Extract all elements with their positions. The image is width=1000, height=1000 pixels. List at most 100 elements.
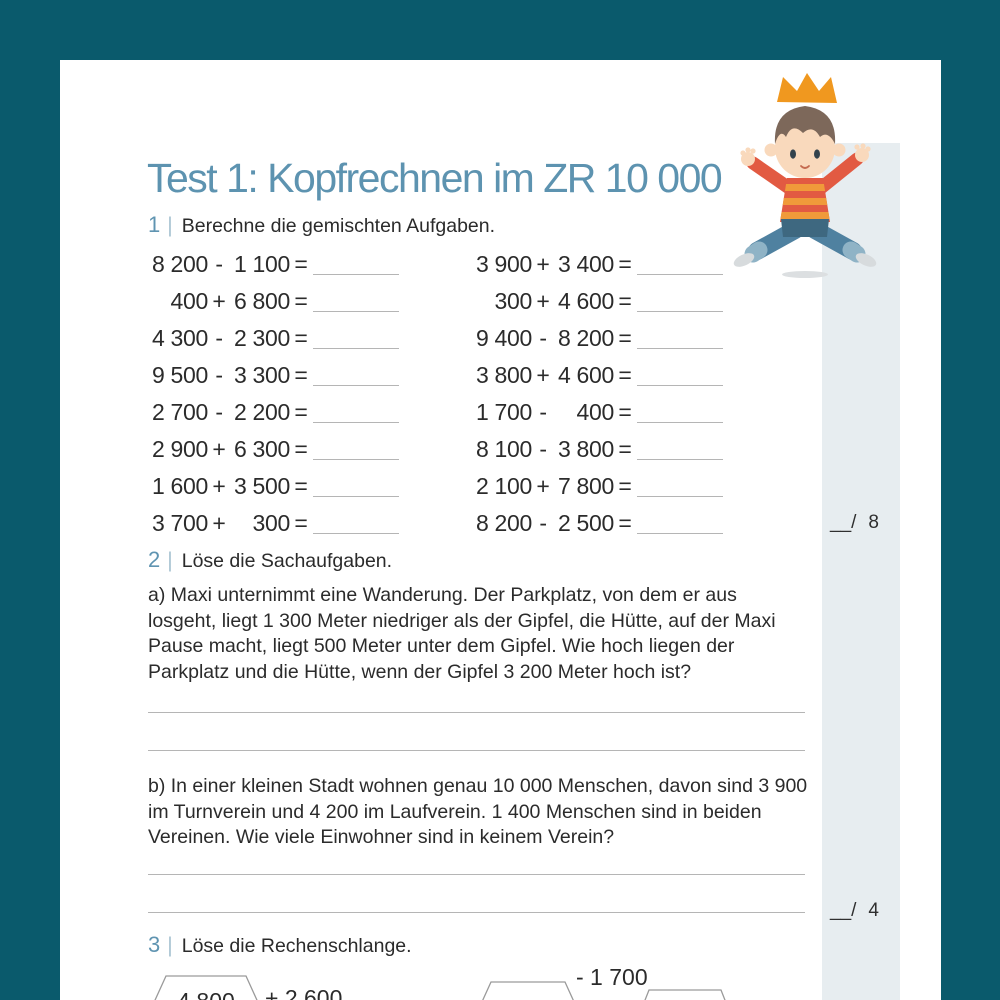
mascot-cuff xyxy=(842,241,866,263)
mascot-shadow xyxy=(782,271,828,278)
equals-sign: = xyxy=(618,473,632,499)
answer-blank xyxy=(637,385,723,386)
answer-blank xyxy=(637,348,723,349)
task1-score-field: __/ 8 xyxy=(830,512,900,534)
task2-number: 2 xyxy=(148,547,161,572)
equation-row: 400 +6 800 = xyxy=(148,283,399,320)
operand-a: 1 700 xyxy=(475,399,532,425)
operand-b: 300 xyxy=(252,510,291,536)
equation-row: 2 700-2 200 = xyxy=(148,394,399,431)
operator: + xyxy=(212,473,226,499)
equals-sign: = xyxy=(294,436,308,462)
operand-b: 3 400 xyxy=(557,251,614,277)
operand-a: 1 600 xyxy=(151,473,208,499)
equation-row: 3 900 +3 400 = xyxy=(472,246,723,283)
score-column-strip xyxy=(822,143,900,1000)
equation-row: 3 700 +300 = xyxy=(148,505,399,542)
operator: - xyxy=(215,362,223,388)
equation-row: 9 400-8 200 = xyxy=(472,320,723,357)
operator: - xyxy=(215,399,223,425)
operator: - xyxy=(539,510,547,536)
operand-a: 8 200 xyxy=(475,510,532,536)
mascot-ear xyxy=(764,143,778,157)
score-max: 4 xyxy=(868,900,879,921)
equals-sign: = xyxy=(294,288,308,314)
score-max: 8 xyxy=(868,512,879,533)
equals-sign: = xyxy=(618,399,632,425)
score-blank: __/ xyxy=(830,512,857,533)
operand-a: 9 400 xyxy=(475,325,532,351)
mascot-ear xyxy=(832,143,846,157)
answer-blank xyxy=(313,533,399,534)
mascot-arm xyxy=(814,152,864,195)
operator: + xyxy=(212,436,226,462)
mascot-eye xyxy=(790,149,796,159)
equals-sign: = xyxy=(618,325,632,351)
operator: + xyxy=(536,251,550,277)
operator: - xyxy=(215,251,223,277)
equation-row: 4 300-2 300 = xyxy=(148,320,399,357)
equation-row: 2 900 +6 300 = xyxy=(148,431,399,468)
equals-sign: = xyxy=(618,288,632,314)
operand-a: 9 500 xyxy=(151,362,208,388)
operator: + xyxy=(212,288,226,314)
operand-a: 400 xyxy=(170,288,209,314)
operand-a: 8 200 xyxy=(151,251,208,277)
mascot-mouth xyxy=(800,165,810,169)
task3-instruction: Löse die Rechenschlange. xyxy=(181,935,412,957)
equation-row: 8 200-2 500 = xyxy=(472,505,723,542)
answer-blank xyxy=(313,348,399,349)
operator: + xyxy=(536,288,550,314)
operand-b: 1 100 xyxy=(233,251,290,277)
chain-hexagon-1 xyxy=(150,975,262,1000)
operand-a: 8 100 xyxy=(475,436,532,462)
operand-b: 3 800 xyxy=(557,436,614,462)
boy-mascot-illustration xyxy=(733,73,877,267)
operand-b: 4 600 xyxy=(557,288,614,314)
operand-a: 3 900 xyxy=(475,251,532,277)
page-title: Test 1: Kopfrechnen im ZR 10 000 xyxy=(147,155,723,201)
mascot-hands xyxy=(740,143,871,166)
equation-row: 1 700- 400 = xyxy=(472,394,723,431)
equation-row: 3 800 +4 600 = xyxy=(472,357,723,394)
equals-sign: = xyxy=(294,473,308,499)
task1-header: 1 | Berechne die gemischten Aufgaben. xyxy=(148,212,495,238)
operand-b: 6 300 xyxy=(233,436,290,462)
score-blank: __/ xyxy=(830,900,857,921)
operand-b: 3 500 xyxy=(233,473,290,499)
operator: - xyxy=(539,436,547,462)
operand-a: 2 700 xyxy=(151,399,208,425)
mascot-shirt-stripes xyxy=(780,184,830,219)
worksheet-page: Test 1: Kopfrechnen im ZR 10 000 xyxy=(60,60,941,1000)
answer-blank xyxy=(313,422,399,423)
mascot-shoe xyxy=(733,253,755,267)
task2-header: 2 | Löse die Sachaufgaben. xyxy=(148,547,392,573)
operator: - xyxy=(215,325,223,351)
operand-a: 2 900 xyxy=(151,436,208,462)
operand-b: 2 200 xyxy=(233,399,290,425)
answer-line xyxy=(148,912,805,913)
equals-sign: = xyxy=(618,510,632,536)
operand-a: 300 xyxy=(494,288,533,314)
mascot-jeans xyxy=(781,219,829,237)
answer-line xyxy=(148,874,805,875)
answer-blank xyxy=(313,311,399,312)
task1-number: 1 xyxy=(148,212,161,237)
chain-operation-2: - 1 700 xyxy=(576,964,648,990)
answer-blank xyxy=(637,274,723,275)
task2-score-field: __/ 4 xyxy=(830,900,900,922)
operand-b: 7 800 xyxy=(557,473,614,499)
answer-line xyxy=(148,750,805,751)
task2-separator: | xyxy=(167,549,173,572)
operator: + xyxy=(536,362,550,388)
operator: + xyxy=(536,473,550,499)
chain-start-value: 4 800 xyxy=(150,988,262,1000)
operand-b: 8 200 xyxy=(557,325,614,351)
operator: + xyxy=(212,510,226,536)
equation-column-right: 3 900 +3 400 = 300 +4 600 = 9 400-8 200 = 3 8… xyxy=(472,246,723,542)
equation-row: 9 500-3 300 = xyxy=(148,357,399,394)
equation-row: 300 +4 600 = xyxy=(472,283,723,320)
answer-blank xyxy=(637,459,723,460)
answer-blank xyxy=(313,496,399,497)
equals-sign: = xyxy=(618,251,632,277)
